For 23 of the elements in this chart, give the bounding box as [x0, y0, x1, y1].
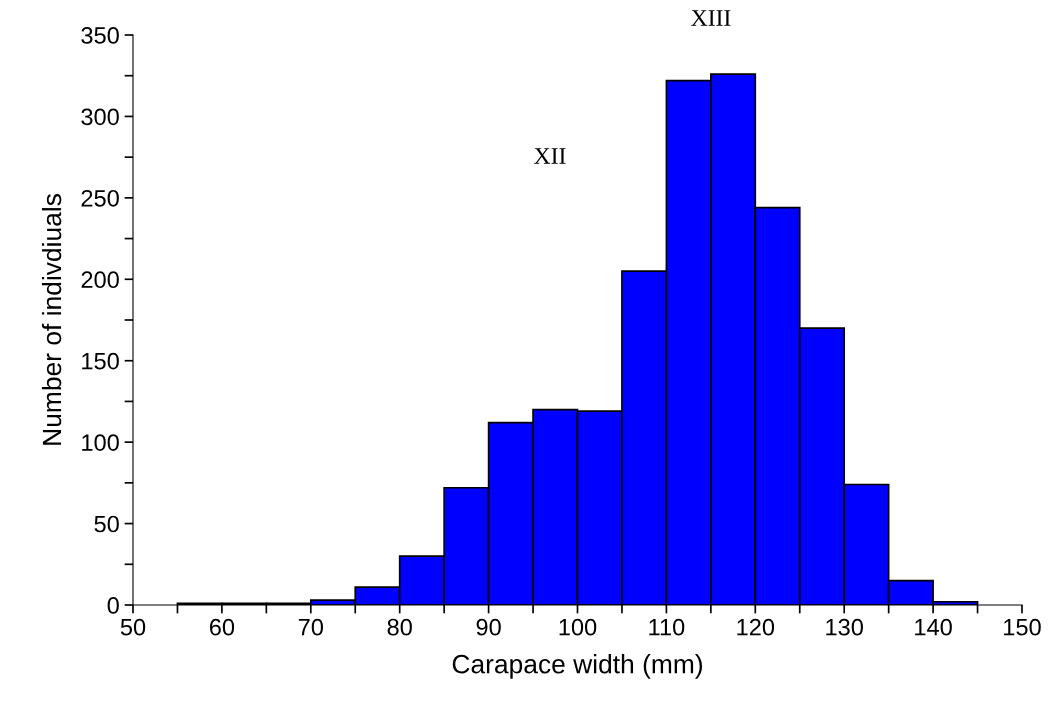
- x-tick-label: 150: [1004, 618, 1041, 636]
- y-tick-label: 350: [81, 27, 119, 44]
- x-tick-label: 60: [209, 618, 235, 636]
- y-tick-label: 100: [82, 434, 119, 451]
- x-tick-label: 100: [559, 618, 597, 636]
- y-tick-label: 150: [82, 352, 119, 370]
- x-tick-label: 110: [649, 618, 685, 636]
- y-tick-label: 200: [81, 271, 119, 289]
- x-tick-label: 70: [298, 618, 324, 636]
- x-tick-label: 90: [476, 618, 501, 636]
- x-tick-label: 50: [120, 618, 146, 636]
- y-axis-title: Number of indivdiuals: [41, 194, 62, 445]
- y-tick-label: 50: [94, 515, 119, 533]
- annotation: XII: [534, 148, 566, 164]
- x-axis-title: Carapace width (mm): [452, 654, 702, 679]
- y-tick-label: 0: [107, 597, 119, 614]
- x-tick-label: 130: [826, 618, 863, 636]
- x-tick-label: 80: [387, 618, 412, 636]
- y-tick-label: 300: [81, 108, 119, 126]
- text: XIII: [691, 10, 731, 26]
- x-tick-label: 120: [737, 618, 775, 636]
- y-tick-label: 250: [81, 189, 119, 207]
- x-tick-label: 140: [915, 618, 952, 636]
